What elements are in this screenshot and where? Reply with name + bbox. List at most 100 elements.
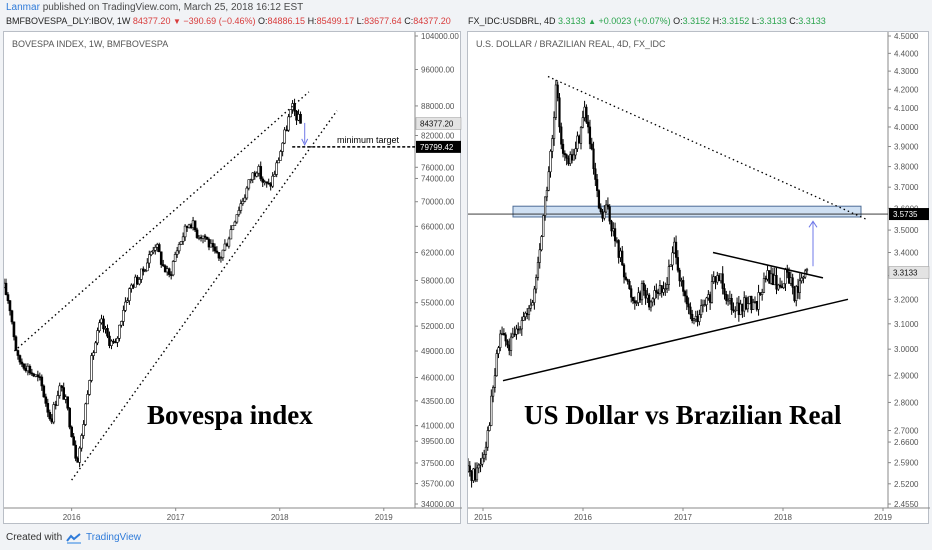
candle-body-up bbox=[483, 454, 486, 459]
last-price-tag bbox=[415, 117, 462, 130]
candle-body-up bbox=[707, 294, 710, 299]
candle-body-down bbox=[631, 296, 635, 301]
candle-body-up bbox=[237, 210, 241, 215]
tradingview-brand-link[interactable]: TradingView bbox=[86, 532, 142, 543]
candle-body-down bbox=[771, 273, 775, 286]
candle-body-up bbox=[572, 154, 575, 161]
candle-body-up bbox=[499, 333, 502, 348]
candle-body-down bbox=[764, 278, 767, 280]
candle-body-down bbox=[508, 344, 511, 351]
candle-body-down bbox=[683, 291, 687, 297]
candle-body-down bbox=[608, 206, 611, 222]
left-change: −390.69 (−0.46%) bbox=[183, 16, 256, 26]
candle-body-up bbox=[770, 273, 773, 284]
candle-body-up bbox=[533, 288, 536, 303]
price-axis-tick-label: 52000.00 bbox=[421, 322, 455, 331]
candle-body-down bbox=[193, 220, 197, 231]
candle-body-down bbox=[215, 250, 219, 253]
header-bar: Lanmar published on TradingView.com, Mar… bbox=[0, 0, 932, 30]
candle-body-up bbox=[552, 117, 556, 139]
price-axis-tick-label: 2.6600 bbox=[894, 438, 919, 447]
candle-body-up bbox=[233, 221, 237, 226]
candle-body-up bbox=[287, 116, 290, 131]
candle-body-up bbox=[612, 228, 615, 232]
price-axis-tick-label: 3.9000 bbox=[894, 143, 919, 152]
candle-body-up bbox=[748, 295, 751, 304]
candle-body-down bbox=[755, 301, 758, 310]
candle-body-up bbox=[544, 196, 547, 216]
candle-body-down bbox=[16, 350, 20, 356]
candle-body-down bbox=[565, 154, 568, 159]
usdbrl-chart-panel[interactable]: 4.5000 4.4000 4.3000 4.2000 4.1000 4.0000 3.90… bbox=[467, 31, 930, 524]
candle-body-down bbox=[142, 268, 145, 272]
price-axis-tick-label: 37500.00 bbox=[421, 459, 455, 468]
candle-body-down bbox=[599, 207, 602, 213]
candle-body-down bbox=[14, 336, 18, 351]
candle-body-up bbox=[181, 236, 185, 242]
candle-body-up bbox=[243, 197, 247, 202]
candle-body-up bbox=[497, 347, 500, 354]
price-axis-tick-label: 3.4000 bbox=[894, 248, 919, 257]
candle-body-down bbox=[687, 303, 690, 308]
bovespa-chart-svg: 104000.00 96000.00 88000.00 82000.00 76000.0… bbox=[4, 32, 462, 522]
candle-body-down bbox=[62, 387, 66, 400]
publish-line: Lanmar published on TradingView.com, Mar… bbox=[6, 2, 303, 13]
left-high: 85499.17 bbox=[316, 16, 355, 26]
price-axis-tick-label: 3.1000 bbox=[894, 320, 919, 329]
bovespa-chart-panel[interactable]: 104000.00 96000.00 88000.00 82000.00 76000.0… bbox=[3, 31, 462, 524]
candle-body-down bbox=[793, 286, 796, 301]
candle-body-down bbox=[205, 236, 209, 240]
trend-line-3 bbox=[712, 251, 824, 279]
candle-body-down bbox=[633, 300, 636, 304]
author-link[interactable]: Lanmar bbox=[6, 2, 40, 13]
candle-body-up bbox=[147, 254, 151, 264]
candle-body-up bbox=[795, 286, 798, 301]
candle-body-down bbox=[613, 228, 617, 242]
candle-body-down bbox=[46, 403, 50, 413]
candle-body-up bbox=[701, 304, 705, 307]
right-symbol-name[interactable]: FX_IDC:USDBRL, 4D bbox=[468, 16, 556, 26]
candle-body-up bbox=[275, 162, 278, 175]
candle-body-down bbox=[723, 288, 726, 295]
candle-body-down bbox=[10, 310, 14, 323]
candle-body-down bbox=[474, 468, 477, 481]
candle-body-down bbox=[157, 244, 161, 253]
candle-body-up bbox=[535, 277, 538, 290]
left-close: 84377.20 bbox=[413, 16, 451, 26]
candle-body-down bbox=[563, 153, 566, 156]
candle-body-down bbox=[506, 340, 509, 346]
candle-body-up bbox=[649, 301, 653, 308]
candle-body-up bbox=[58, 385, 62, 396]
price-axis-tick-label: 2.5900 bbox=[894, 459, 919, 468]
candle-body-down bbox=[203, 235, 207, 238]
candle-body-up bbox=[144, 270, 147, 273]
candle-body-up bbox=[665, 284, 669, 289]
candle-body-up bbox=[122, 310, 125, 322]
candle-body-up bbox=[805, 268, 809, 272]
candle-body-down bbox=[630, 288, 633, 298]
candle-body-up bbox=[529, 304, 532, 309]
candle-body-up bbox=[78, 447, 81, 463]
candle-body-up bbox=[712, 276, 715, 282]
candle-body-up bbox=[669, 264, 672, 267]
candle-body-up bbox=[231, 225, 235, 230]
candle-body-up bbox=[486, 430, 489, 448]
candle-body-up bbox=[694, 316, 697, 320]
candle-body-up bbox=[116, 338, 119, 343]
candle-body-up bbox=[619, 250, 622, 258]
price-axis-tick-label: 3.5000 bbox=[894, 226, 919, 235]
price-axis-tick-label: 2.8000 bbox=[894, 398, 919, 407]
up-arrow-icon bbox=[808, 220, 818, 228]
candle-body-down bbox=[787, 271, 791, 284]
left-last-price: 84377.20 bbox=[132, 16, 171, 26]
left-symbol-name[interactable]: BMFBOVESPA_DLY:IBOV, 1W bbox=[6, 16, 131, 26]
candle-body-down bbox=[561, 143, 565, 154]
candle-body-up bbox=[82, 424, 85, 436]
candle-body-up bbox=[784, 268, 787, 285]
price-axis-tick-label: 66000.00 bbox=[421, 222, 455, 231]
candle-body-up bbox=[705, 297, 708, 305]
candle-body-up bbox=[80, 435, 83, 449]
down-triangle-icon: ▼ bbox=[172, 17, 181, 26]
candle-body-down bbox=[628, 280, 631, 290]
candle-body-up bbox=[481, 457, 484, 465]
